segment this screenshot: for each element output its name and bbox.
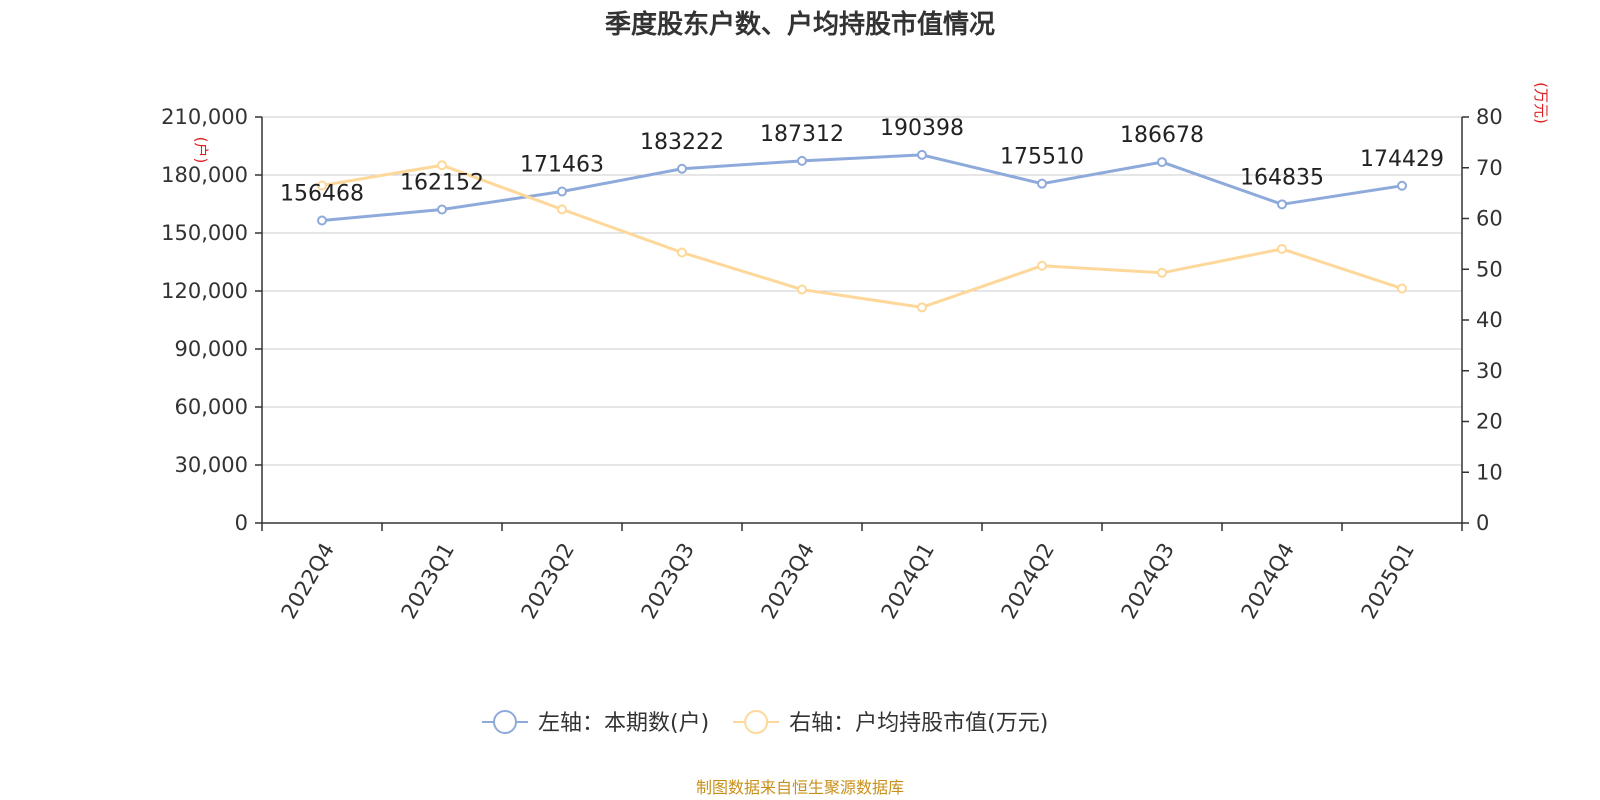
left-tick-label: 60,000 <box>175 395 248 419</box>
legend-label[interactable]: 右轴：户均持股市值(万元) <box>789 711 1048 736</box>
series-point-1[interactable] <box>1037 178 1047 189</box>
legend-marker[interactable] <box>493 710 517 734</box>
right-tick-label: 60 <box>1476 207 1503 231</box>
data-label: 174429 <box>1360 147 1444 172</box>
source-note: 制图数据来自恒生聚源数据库 <box>696 778 904 797</box>
series-point-1[interactable] <box>1397 180 1407 191</box>
legend-label[interactable]: 左轴：本期数(户) <box>538 711 709 736</box>
legend-marker[interactable] <box>744 710 769 734</box>
x-tick-label: 2025Q1 <box>1357 539 1419 623</box>
x-tick-label: 2023Q3 <box>637 539 699 623</box>
series-point-2[interactable] <box>1277 243 1287 254</box>
legend: 左轴：本期数(户) 右轴：户均持股市值(万元) <box>482 710 1048 736</box>
series-point-1[interactable] <box>557 186 567 197</box>
x-tick-label: 2024Q3 <box>1117 539 1179 623</box>
series-point-1[interactable] <box>677 163 687 174</box>
series-point-2[interactable] <box>677 247 687 258</box>
data-label: 162152 <box>400 171 484 196</box>
series-point-2[interactable] <box>1037 260 1047 271</box>
left-tick-label: 90,000 <box>175 337 248 361</box>
data-label: 164835 <box>1240 165 1324 190</box>
left-tick-label: 180,000 <box>161 163 248 187</box>
data-label: 156468 <box>280 181 364 206</box>
right-tick-label: 80 <box>1476 105 1503 129</box>
right-tick-label: 0 <box>1476 511 1489 535</box>
x-tick-label: 2023Q4 <box>757 539 819 623</box>
data-label: 187312 <box>760 122 844 147</box>
left-axis-unit: (户) <box>192 137 210 164</box>
left-tick-label: 0 <box>235 511 248 535</box>
right-tick-label: 40 <box>1476 308 1503 332</box>
x-tick-label: 2024Q2 <box>997 539 1059 623</box>
series-point-2[interactable] <box>317 180 327 191</box>
series <box>317 149 1407 313</box>
data-label: 183222 <box>640 130 724 155</box>
x-tick-label: 2022Q4 <box>277 539 339 623</box>
series-point-1[interactable] <box>1277 199 1287 210</box>
x-tick-label: 2023Q1 <box>397 539 459 623</box>
series-point-1[interactable] <box>317 215 327 226</box>
right-tick-label: 30 <box>1476 359 1503 383</box>
series-point-2[interactable] <box>557 204 567 215</box>
left-tick-label: 30,000 <box>175 453 248 477</box>
series-point-1[interactable] <box>917 149 927 160</box>
x-tick-label: 2024Q1 <box>877 539 939 623</box>
series-point-2[interactable] <box>437 160 447 171</box>
left-tick-label: 120,000 <box>161 279 248 303</box>
series-line-1 <box>321 153 1403 222</box>
left-tick-label: 150,000 <box>161 221 248 245</box>
data-label: 186678 <box>1120 123 1204 148</box>
right-tick-label: 10 <box>1476 460 1503 484</box>
right-tick-label: 20 <box>1476 410 1503 434</box>
series-point-2[interactable] <box>1157 267 1167 278</box>
series-point-2[interactable] <box>797 284 807 295</box>
data-label: 171463 <box>520 153 604 178</box>
series-point-1[interactable] <box>1157 157 1167 168</box>
right-axis-unit: (万元) <box>1532 82 1550 124</box>
series-point-1[interactable] <box>797 155 807 166</box>
x-tick-label: 2023Q2 <box>517 539 579 623</box>
right-tick-label: 50 <box>1476 257 1503 281</box>
data-labels: 156468 162152 171463 183222 187312 190398 1755… <box>280 116 1444 207</box>
grid-lines <box>262 116 1462 466</box>
left-tick-label: 210,000 <box>161 105 248 129</box>
chart-title: 季度股东户数、户均持股市值情况 <box>605 9 995 40</box>
series-line-2 <box>321 163 1403 309</box>
data-label: 190398 <box>880 116 964 141</box>
right-tick-label: 70 <box>1476 156 1503 180</box>
series-point-2[interactable] <box>917 302 927 313</box>
series-point-1[interactable] <box>437 204 447 215</box>
x-tick-label: 2024Q4 <box>1237 539 1299 623</box>
series-point-2[interactable] <box>1397 283 1407 294</box>
data-label: 175510 <box>1000 145 1084 170</box>
